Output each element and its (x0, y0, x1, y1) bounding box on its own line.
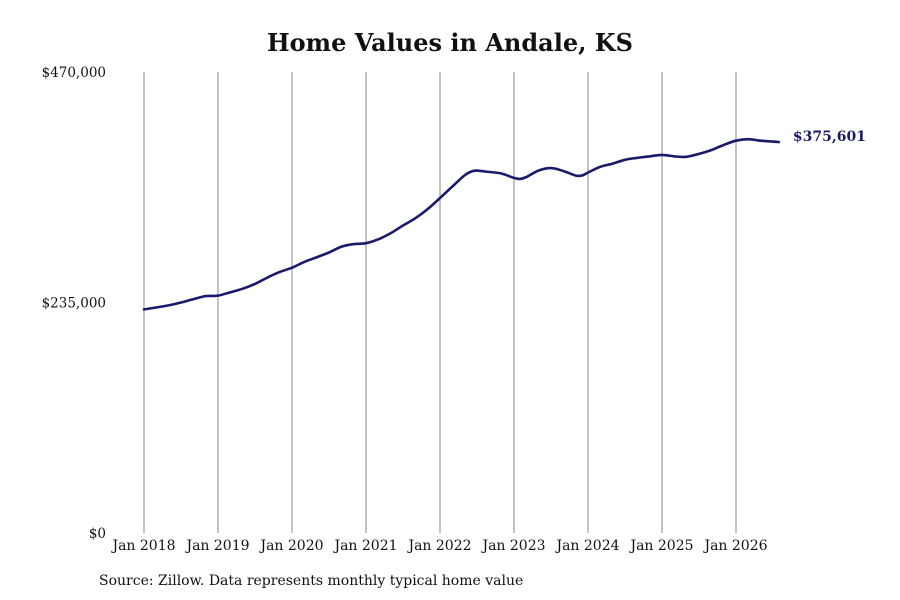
chart-title: Home Values in Andale, KS (267, 28, 633, 57)
x-tick-label: Jan 2022 (406, 538, 471, 554)
x-tick-label: Jan 2019 (184, 538, 249, 554)
x-tick-label: Jan 2021 (332, 538, 397, 554)
y-tick-label: $0 (89, 526, 106, 542)
end-value-label: $375,601 (793, 129, 866, 145)
x-tick-label: Jan 2018 (110, 538, 175, 554)
y-tick-label: $470,000 (42, 65, 106, 81)
x-tick-label: Jan 2025 (628, 538, 693, 554)
source-note: Source: Zillow. Data represents monthly … (99, 573, 524, 589)
grid-lines (143, 72, 737, 533)
x-tick-label: Jan 2023 (480, 538, 545, 554)
x-axis-ticks: Jan 2018 Jan 2019 Jan 2020 Jan 2021 Jan 2022… (110, 538, 767, 554)
x-tick-label: Jan 2020 (258, 538, 323, 554)
x-tick-label: Jan 2024 (554, 538, 619, 554)
y-axis-ticks: $0 $235,000 $470,000 (42, 65, 106, 542)
series-line (142, 137, 781, 311)
y-tick-label: $235,000 (42, 296, 106, 312)
x-tick-label: Jan 2026 (702, 538, 767, 554)
